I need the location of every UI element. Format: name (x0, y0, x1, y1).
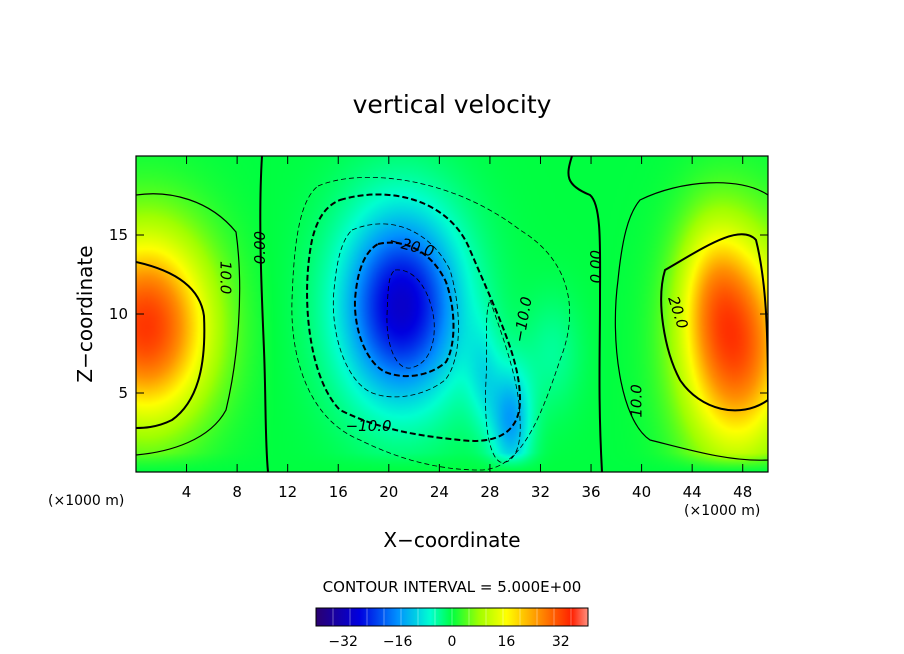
y-axis-label: Z−coordinate (73, 245, 97, 382)
colorbar-tick-label: −16 (383, 634, 413, 650)
colorbar-segments (332, 608, 572, 626)
contour-neg20 (353, 241, 455, 378)
x-tick-label: 36 (581, 483, 600, 501)
x-tick-label: 32 (531, 483, 550, 501)
contour-label: 10.0 (628, 384, 646, 417)
contour-neg5 (291, 177, 571, 471)
colorbar-tick-labels: −32 −16 0 16 32 (328, 634, 569, 650)
contour-label: −10.0 (346, 417, 392, 435)
x-unit-label-left: (×1000 m) (48, 493, 124, 509)
y-tick-label: 15 (109, 226, 128, 244)
contour-10-left (136, 193, 241, 456)
x-tick-label: 4 (182, 483, 192, 501)
contour-label: 10.0 (217, 261, 235, 294)
x-tick-label: 12 (278, 483, 297, 501)
colorbar-tick-label: 0 (448, 634, 457, 650)
contour-label: 0.00 (587, 250, 605, 283)
x-tick-label: 40 (632, 483, 651, 501)
x-axis-label: X−coordinate (383, 528, 520, 552)
x-tick-label: 24 (430, 483, 449, 501)
contour-neg25 (386, 269, 435, 369)
contour-neg10 (306, 193, 522, 442)
contour-label: 0.00 (251, 231, 269, 264)
colorbar-tick-label: −32 (328, 634, 358, 650)
chart-title: vertical velocity (353, 90, 552, 119)
colorbar-tick-label: 32 (552, 634, 570, 650)
x-tick-label: 16 (329, 483, 348, 501)
colorbar-tick-label: 16 (497, 634, 515, 650)
x-tick-label: 28 (480, 483, 499, 501)
contour-10-right (614, 182, 768, 461)
x-unit-label-right: (×1000 m) (684, 503, 760, 519)
x-axis-ticks: 4 8 12 16 20 24 28 32 36 40 44 48 (182, 156, 752, 501)
x-tick-label: 20 (379, 483, 398, 501)
contour-zero-right (567, 156, 603, 472)
x-tick-label: 8 (232, 483, 242, 501)
contour-neg15 (332, 223, 459, 398)
contour-lower-neg (485, 298, 521, 463)
y-axis-ticks: 5 10 15 (109, 226, 768, 402)
contour-interval-label: CONTOUR INTERVAL = 5.000E+00 (323, 578, 582, 596)
colorbar: −32 −16 0 16 32 (315, 607, 589, 650)
contour-20-left (136, 261, 206, 429)
x-tick-label: 48 (733, 483, 752, 501)
y-tick-label: 10 (109, 305, 128, 323)
colorbar-frame (315, 607, 589, 627)
contour-zero-left (259, 156, 269, 472)
x-tick-label: 44 (683, 483, 702, 501)
y-tick-label: 5 (118, 384, 128, 402)
